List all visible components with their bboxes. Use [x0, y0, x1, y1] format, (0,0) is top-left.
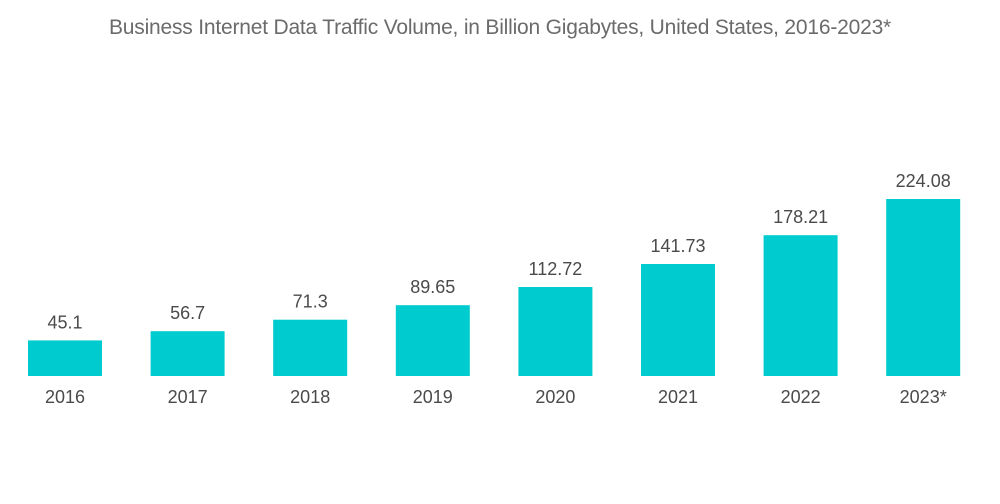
bar-2023	[886, 199, 961, 376]
chart-title: Business Internet Data Traffic Volume, i…	[108, 16, 892, 39]
bar-2021	[641, 264, 715, 376]
value-label: 71.3	[293, 292, 328, 312]
x-tick-label: 2019	[413, 387, 453, 407]
bars-group	[28, 199, 961, 376]
value-labels-group: 45.1 56.7 71.3 89.65 112.72 141.73 178.21 224.0…	[47, 171, 950, 332]
x-tick-label: 2023*	[900, 387, 947, 407]
bar-2019	[395, 305, 470, 376]
x-tick-label: 2020	[535, 387, 575, 407]
value-label: 56.7	[170, 303, 205, 323]
value-label: 89.65	[410, 277, 455, 297]
x-tick-label: 2018	[290, 387, 330, 407]
bar-2022	[763, 235, 838, 376]
bar-2018	[273, 319, 348, 376]
x-tick-label: 2017	[168, 387, 208, 407]
x-axis-labels-group: 2016 2017 2018 2019 2020 2021 2022 2023*	[45, 387, 947, 407]
value-label: 45.1	[47, 312, 82, 332]
bar-2016	[28, 340, 102, 376]
bar-2020	[518, 287, 593, 376]
x-tick-label: 2016	[45, 387, 85, 407]
value-label: 178.21	[773, 207, 828, 227]
x-tick-label: 2022	[781, 387, 821, 407]
value-label: 112.72	[529, 259, 583, 279]
bar-2017	[150, 331, 225, 376]
value-label: 141.73	[650, 236, 705, 256]
value-label: 224.08	[896, 171, 951, 191]
x-tick-label: 2021	[658, 387, 698, 407]
